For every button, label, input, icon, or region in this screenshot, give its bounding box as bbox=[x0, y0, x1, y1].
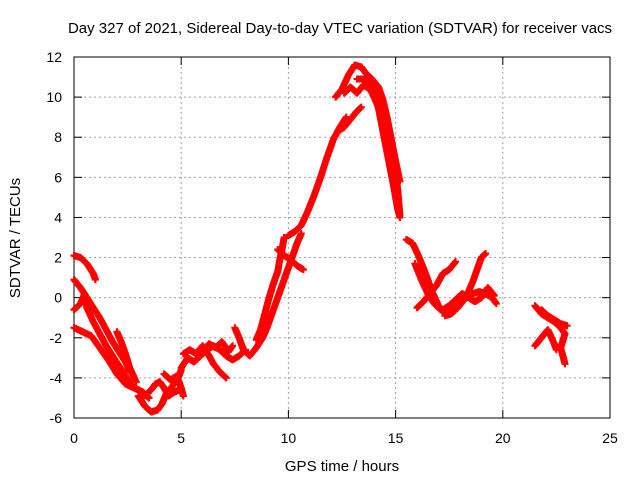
data-point-markers bbox=[531, 326, 560, 354]
x-tick-label: 5 bbox=[177, 430, 185, 446]
series-arc-19 bbox=[353, 75, 404, 221]
series-arc-27 bbox=[537, 306, 571, 330]
data-point-markers bbox=[353, 75, 404, 221]
series-arc-22 bbox=[413, 258, 460, 312]
series-arc-12 bbox=[231, 229, 305, 360]
data-point-markers bbox=[199, 338, 237, 356]
data-point-markers bbox=[441, 250, 490, 320]
y-axis-label: SDTVAR / TECUs bbox=[7, 178, 24, 298]
chart-title: Day 327 of 2021, Sidereal Day-to-day VTE… bbox=[68, 20, 612, 37]
series-arc-24 bbox=[441, 250, 490, 320]
data-point-markers bbox=[537, 306, 571, 330]
y-tick-label: 10 bbox=[46, 89, 62, 105]
data-point-markers bbox=[70, 252, 99, 284]
series-arc-16 bbox=[334, 103, 365, 135]
y-tick-label: 4 bbox=[54, 209, 62, 225]
data-point-markers bbox=[274, 246, 307, 274]
y-tick-label: -6 bbox=[50, 410, 63, 426]
x-axis-label: GPS time / hours bbox=[285, 458, 399, 475]
y-tick-label: -4 bbox=[50, 370, 63, 386]
tick-labels: 0 5 10 15 20 25 -6 -4 -2 0 2 4 6 8 10 12 bbox=[46, 49, 618, 446]
data-point-markers bbox=[231, 229, 305, 360]
series-arc-11 bbox=[199, 338, 237, 356]
x-tick-label: 15 bbox=[388, 430, 404, 446]
y-tick-label: 2 bbox=[54, 250, 62, 266]
x-tick-label: 25 bbox=[602, 430, 618, 446]
y-tick-label: 8 bbox=[54, 129, 62, 145]
y-tick-label: 0 bbox=[54, 290, 62, 306]
series-arc-7 bbox=[134, 378, 183, 400]
data-point-markers bbox=[113, 328, 140, 386]
x-tick-label: 10 bbox=[281, 430, 297, 446]
y-tick-label: -2 bbox=[50, 330, 63, 346]
data-point-markers bbox=[70, 276, 134, 376]
axis-ticks bbox=[73, 56, 611, 419]
data-point-markers bbox=[70, 290, 142, 394]
data-point-markers bbox=[160, 370, 187, 400]
series-arc-2 bbox=[70, 276, 134, 376]
series-arc-26 bbox=[531, 326, 560, 354]
data-series bbox=[70, 61, 571, 416]
data-point-markers bbox=[413, 258, 460, 312]
series-arc-8 bbox=[160, 370, 187, 400]
grid bbox=[74, 57, 610, 418]
data-point-markers bbox=[134, 378, 183, 400]
plot-frame bbox=[73, 56, 611, 419]
x-tick-label: 20 bbox=[495, 430, 511, 446]
data-point-markers bbox=[334, 103, 365, 135]
series-arc-1 bbox=[70, 252, 99, 284]
series-arc-5 bbox=[113, 328, 140, 386]
x-tick-label: 0 bbox=[70, 430, 78, 446]
series-arc-3 bbox=[70, 290, 142, 394]
y-tick-label: 12 bbox=[46, 49, 62, 65]
y-tick-label: 6 bbox=[54, 169, 62, 185]
series-arc-14 bbox=[274, 246, 307, 274]
